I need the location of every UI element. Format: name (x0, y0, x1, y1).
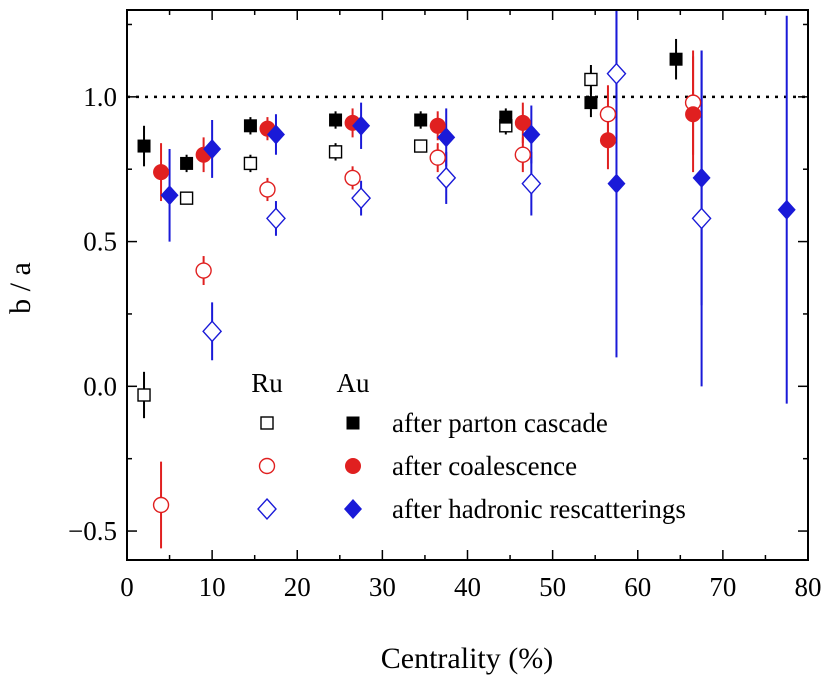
au-after-parton-cascade-point (243, 119, 257, 133)
x-tick-label: 0 (120, 572, 134, 602)
plot-frame-rect (126, 9, 809, 561)
plot-frame (126, 9, 809, 561)
x-tick-label: 30 (369, 572, 396, 602)
legend: Ru Au after parton cascade after coalescenc… (251, 368, 686, 524)
au-after-parton-cascade-point (499, 110, 513, 124)
legend-marker-ru (260, 416, 274, 430)
ru-after-hadronic-rescatterings-point (436, 166, 457, 189)
legend-header-au: Au (337, 368, 370, 398)
legend-marker-ru (258, 457, 276, 475)
x-tick-label: 10 (199, 572, 226, 602)
au-after-hadronic-rescatterings-point (437, 127, 456, 148)
au-after-coalescence-point (429, 117, 446, 134)
tick-labels: 0 10 20 30 40 50 60 70 80 −0.5 0.0 0.5 1.0 (68, 82, 821, 602)
ru-after-coalescence-point (514, 146, 532, 163)
y-axis-title: b / a (4, 262, 37, 314)
au-after-hadronic-rescatterings-point (203, 138, 222, 159)
ru-after-coalescence-point (259, 181, 276, 198)
ru-after-coalescence-point (152, 496, 170, 514)
au-after-coalescence-point (599, 132, 616, 149)
au-after-hadronic-rescatterings-point (692, 167, 711, 188)
y-tick-label: 1.0 (83, 82, 117, 112)
legend-header-ru: Ru (251, 368, 283, 398)
au-after-hadronic-rescatterings-point (522, 124, 541, 145)
ru-after-parton-cascade-point (179, 191, 194, 205)
ru-after-coalescence-point (195, 262, 212, 279)
legend-marker-au (344, 499, 362, 519)
x-tick-label: 50 (539, 572, 566, 602)
y-tick-label: −0.5 (68, 516, 117, 546)
ru-after-parton-cascade-point (137, 388, 151, 402)
au-after-hadronic-rescatterings-point (607, 173, 626, 194)
x-tick-label: 20 (284, 572, 311, 602)
ru-after-hadronic-rescatterings-point (521, 172, 542, 195)
au-after-coalescence-point (153, 164, 170, 181)
au-after-hadronic-rescatterings-point (352, 115, 371, 136)
au-after-parton-cascade-point (180, 156, 194, 170)
ru-after-parton-cascade-point (243, 156, 258, 171)
ru-after-parton-cascade-point (584, 72, 598, 87)
legend-marker-au (345, 458, 361, 474)
ru-after-parton-cascade-point (328, 145, 343, 159)
ru-after-hadronic-rescatterings-point (691, 207, 712, 230)
au-after-parton-cascade-point (584, 96, 598, 110)
legend-marker-ru (257, 497, 277, 521)
au-after-parton-cascade-point (669, 52, 683, 66)
au-after-parton-cascade-point (414, 113, 428, 127)
ru-after-hadronic-rescatterings-point (351, 187, 372, 210)
data-points (137, 52, 796, 514)
au-after-parton-cascade-point (137, 139, 151, 153)
x-tick-label: 60 (624, 572, 651, 602)
au-after-hadronic-rescatterings-point (160, 185, 179, 206)
legend-label: after parton cascade (392, 408, 608, 438)
au-after-hadronic-rescatterings-point (266, 124, 285, 145)
ru-after-coalescence-point (344, 169, 361, 187)
au-after-coalescence-point (514, 114, 531, 131)
au-after-parton-cascade-point (329, 113, 343, 127)
ru-after-parton-cascade-point (413, 139, 428, 153)
au-after-hadronic-rescatterings-point (777, 199, 796, 220)
ru-after-coalescence-point (429, 149, 446, 166)
legend-marker-au (346, 416, 360, 430)
x-tick-label: 80 (795, 572, 822, 602)
ru-after-coalescence-point (599, 106, 617, 123)
legend-label: after hadronic rescatterings (392, 494, 686, 524)
au-after-coalescence-point (685, 106, 702, 123)
ru-after-hadronic-rescatterings-point (202, 320, 223, 343)
legend-label: after coalescence (392, 451, 577, 481)
x-axis-title: Centrality (%) (381, 642, 553, 675)
x-tick-label: 70 (709, 572, 736, 602)
x-tick-label: 40 (454, 572, 481, 602)
ru-after-hadronic-rescatterings-point (606, 62, 627, 85)
y-tick-label: 0.5 (83, 227, 117, 257)
ru-after-hadronic-rescatterings-point (266, 207, 286, 230)
y-tick-label: 0.0 (83, 371, 117, 401)
